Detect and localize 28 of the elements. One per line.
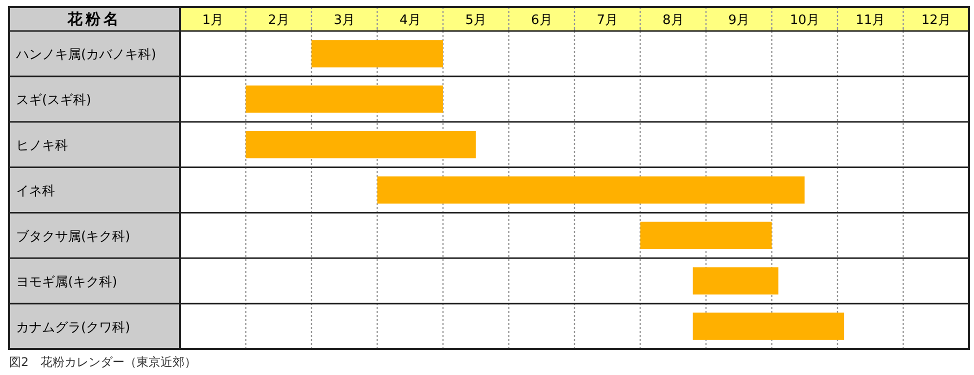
y-tick-label: ハンノキ属(カバノキ科) bbox=[15, 48, 156, 63]
bar bbox=[692, 267, 778, 294]
x-tick-label: 11月 bbox=[856, 13, 886, 28]
x-tick-label: 1月 bbox=[202, 13, 224, 28]
x-tick-label: 4月 bbox=[399, 13, 421, 28]
bar bbox=[312, 40, 443, 68]
bar bbox=[246, 86, 443, 113]
x-tick-label: 12月 bbox=[921, 13, 951, 28]
x-tick-label: 9月 bbox=[728, 13, 750, 28]
y-tick-label: ブタクサ属(キク科) bbox=[16, 229, 130, 244]
y-tick-label: カナムグラ(クワ科) bbox=[16, 320, 130, 336]
x-tick-label: 6月 bbox=[530, 13, 552, 28]
x-tick-label: 3月 bbox=[334, 13, 356, 28]
x-tick-label: 7月 bbox=[596, 13, 618, 28]
bar bbox=[246, 130, 476, 158]
y-tick-label: スギ(スギ科) bbox=[16, 93, 92, 108]
y-tick-label: ヒノキ科 bbox=[16, 138, 68, 154]
x-tick-label: 5月 bbox=[465, 13, 487, 28]
y-tick-label: ヨモギ属(キク科) bbox=[16, 274, 118, 290]
bar bbox=[377, 176, 805, 204]
x-tick-label: 10月 bbox=[790, 13, 820, 28]
x-tick-label: 8月 bbox=[662, 13, 684, 28]
y-axis-title: 花粉名 bbox=[66, 10, 122, 28]
y-tick-label: イネ科 bbox=[16, 184, 55, 199]
x-tick-label: 2月 bbox=[268, 13, 290, 28]
bar bbox=[692, 312, 844, 340]
bar bbox=[640, 222, 772, 250]
annotation: 図2 花粉カレンダー（東京近郊） bbox=[9, 355, 197, 369]
